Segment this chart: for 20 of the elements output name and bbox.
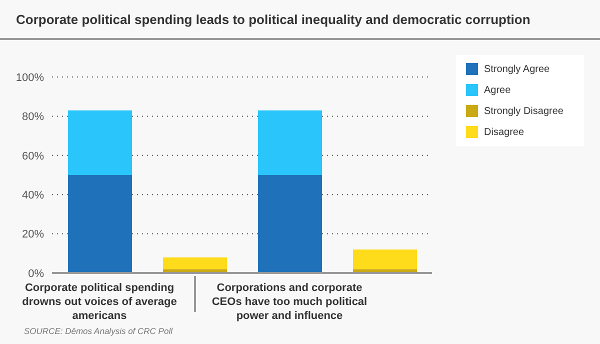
legend-label: Agree: [483, 84, 512, 96]
x-tick-label: Corporate political spending drowns out voices of average americans: [22, 282, 177, 322]
legend-label: Disagree: [483, 126, 526, 138]
y-tick-label: 60%: [22, 150, 44, 162]
bar: [163, 257, 227, 270]
bar: [258, 175, 322, 273]
y-tick-label: 40%: [22, 190, 44, 202]
y-tick-label: 100%: [16, 72, 44, 84]
chart-title: Corporate political spending leads to political inequality and democratic corruption: [16, 12, 530, 27]
y-tick-label: 0%: [28, 268, 44, 280]
x-tick-label: Corporations and corporate CEOs have too much political power and influence: [212, 282, 368, 322]
legend-label: Strongly Agree: [483, 63, 551, 75]
bar: [353, 249, 417, 270]
bar: [258, 110, 322, 175]
source-note: SOURCE: Dēmos Analysis of CRC Poll: [24, 326, 172, 336]
y-tick-label: 80%: [22, 111, 44, 124]
y-tick-label: 20%: [22, 228, 44, 241]
bar: [68, 110, 132, 175]
bar: [68, 175, 132, 273]
legend-label: Strongly Disagree: [483, 105, 564, 117]
